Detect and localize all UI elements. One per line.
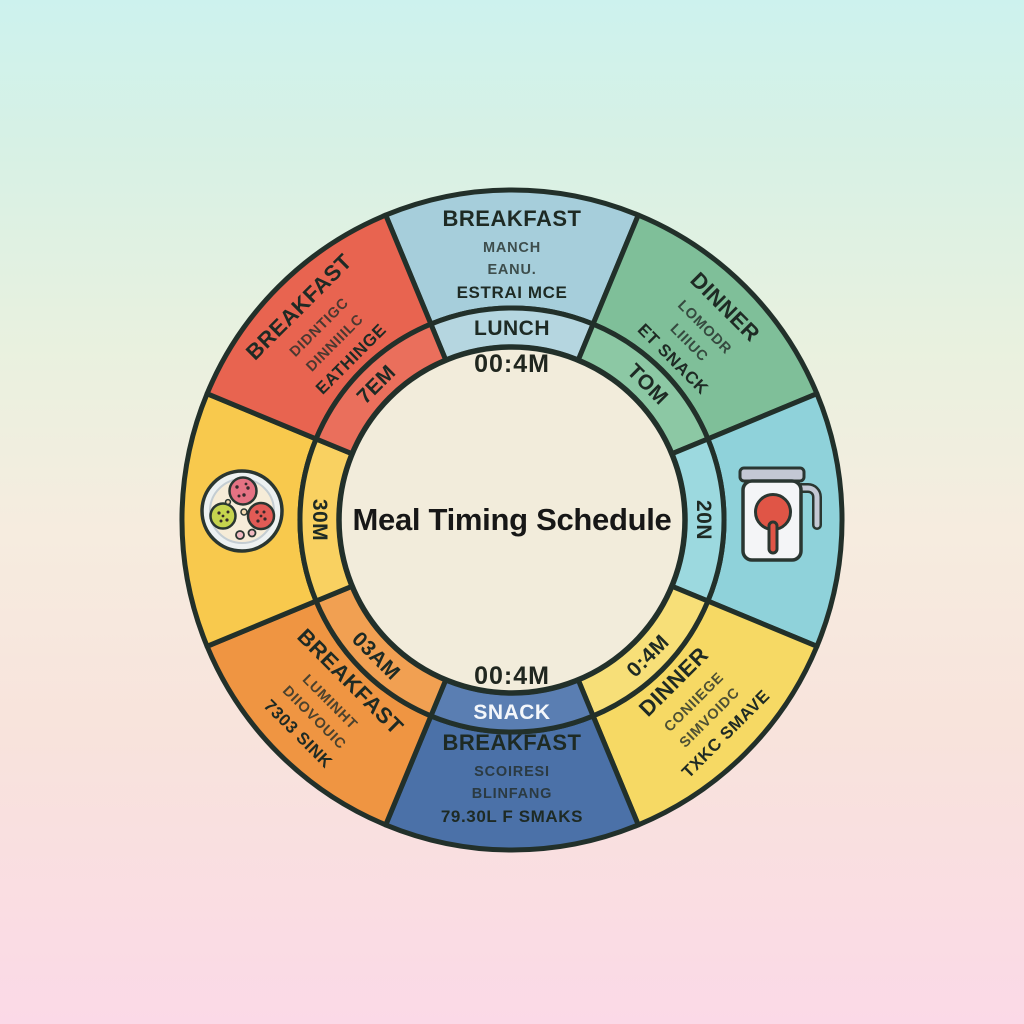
plate-garnish (224, 498, 232, 506)
mug-spoon-handle (767, 520, 779, 555)
segment-s-line-1: SCOIRESI (474, 764, 550, 780)
center-time-top: 00:4M (474, 350, 550, 378)
plate-garnish (247, 528, 257, 538)
band-label-lunch: LUNCH (474, 317, 550, 340)
segment-top-line-2: EANU. (487, 262, 536, 278)
segment-s-line-0: BREAKFAST (443, 730, 582, 755)
center-title: Meal Timing Schedule (352, 502, 671, 537)
band-label-snack: SNACK (473, 701, 550, 724)
segment-top-line-0: BREAKFAST (443, 206, 582, 231)
segment-s-line-2: BLINFANG (472, 786, 553, 802)
mug-lid (738, 466, 806, 483)
band-label-30m: 30M (308, 499, 331, 541)
band-label-20n-group: 20N (692, 500, 715, 540)
segment-top-line-1: MANCH (483, 240, 541, 256)
segment-s-line-3: 79.30L F SMAKS (441, 807, 583, 826)
plate-food-pink (228, 476, 258, 506)
plate-garnish (235, 530, 245, 540)
segment-s-text: BREAKFAST SCOIRESI BLINFANG 79.30L F SMA… (441, 730, 583, 826)
plate-garnish (240, 508, 248, 516)
plate-food-dots (217, 482, 267, 523)
plate-icon (200, 469, 284, 553)
center-time-bottom: 00:4M (474, 662, 550, 690)
mug-handle (798, 485, 820, 528)
segment-top-text: BREAKFAST MANCH EANU. ESTRAI MCE (443, 206, 582, 302)
segment-top-line-3: ESTRAI MCE (457, 283, 568, 302)
center-circle (336, 344, 688, 696)
mug-icon (738, 466, 822, 562)
band-label-20n: 20N (692, 500, 715, 540)
band-label-30m-group: 30M (308, 499, 331, 541)
